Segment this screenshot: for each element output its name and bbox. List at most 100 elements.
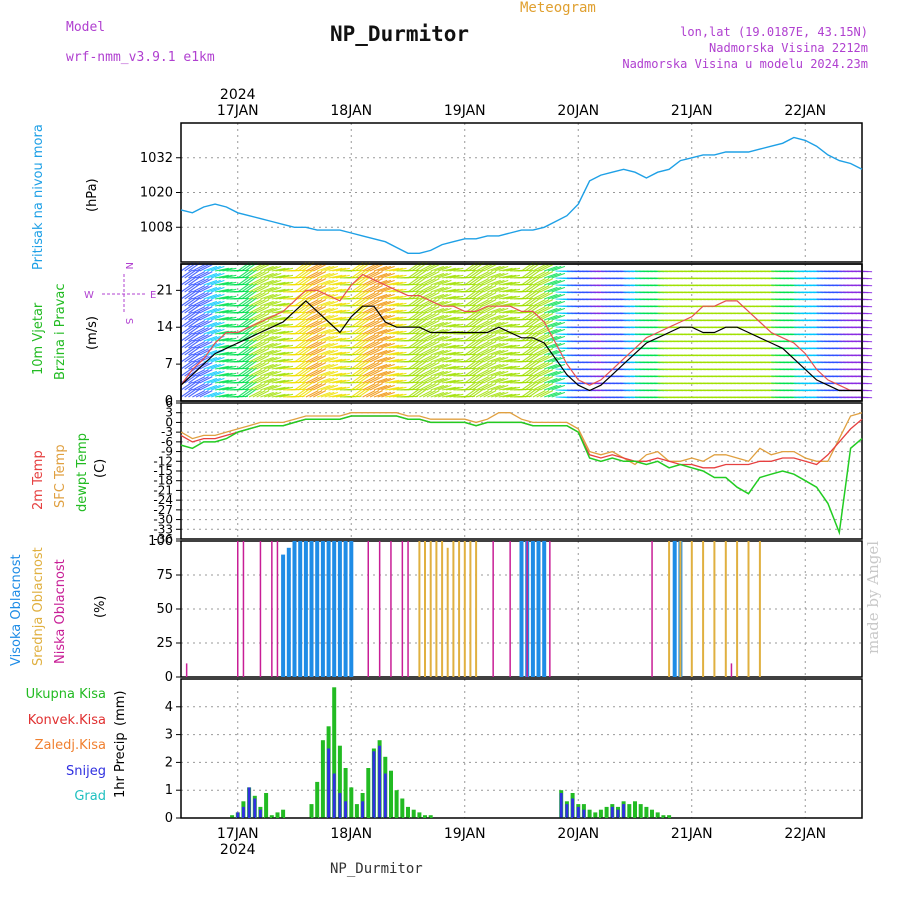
wind-arrow bbox=[279, 267, 294, 272]
wind-arrow bbox=[547, 307, 562, 314]
cloud-bar bbox=[303, 541, 308, 677]
wind-arrow bbox=[248, 264, 262, 272]
wind-arrow bbox=[188, 388, 201, 398]
wind-arrow bbox=[430, 391, 445, 398]
wind-arrow bbox=[317, 356, 331, 363]
wind-arrow bbox=[858, 298, 873, 301]
wind-arrow bbox=[521, 374, 534, 384]
y-tick-label: -3 bbox=[161, 425, 173, 439]
wind-arrow bbox=[407, 332, 420, 342]
wind-arrow bbox=[324, 286, 339, 293]
wind-arrow bbox=[426, 376, 440, 384]
wind-arrow bbox=[320, 314, 335, 321]
wind-arrow bbox=[192, 341, 206, 349]
y-tick-label: 2 bbox=[165, 755, 173, 770]
wind-arrow bbox=[494, 335, 509, 342]
wind-arrow bbox=[532, 362, 546, 370]
wind-arrow bbox=[464, 318, 477, 328]
wind-arrow bbox=[328, 274, 343, 279]
wind-arrow bbox=[411, 353, 424, 363]
wind-arrow bbox=[487, 370, 501, 377]
wind-arrow bbox=[267, 300, 282, 307]
wind-arrow bbox=[532, 306, 546, 314]
wind-arrow bbox=[328, 281, 343, 286]
wind-arrow bbox=[256, 341, 270, 349]
wind-arrow bbox=[328, 393, 343, 398]
wind-arrow bbox=[494, 265, 509, 272]
wind-arrow bbox=[430, 384, 445, 391]
wind-arrow bbox=[415, 346, 428, 356]
wind-arrow bbox=[524, 367, 538, 377]
wind-arrow bbox=[241, 346, 254, 356]
wind-arrow bbox=[256, 376, 270, 384]
wind-arrow bbox=[362, 390, 376, 398]
wind-arrow bbox=[475, 320, 489, 328]
wind-arrow bbox=[260, 384, 274, 391]
wind-arrow bbox=[184, 297, 197, 307]
cloud-bar bbox=[475, 541, 478, 677]
wind-arrow bbox=[547, 279, 562, 286]
wind-arrow bbox=[320, 356, 335, 363]
wind-arrow bbox=[392, 267, 407, 272]
wind-arrow bbox=[551, 286, 566, 293]
wind-arrow bbox=[407, 297, 420, 307]
wind-arrow bbox=[521, 269, 534, 279]
wind-arrow bbox=[207, 307, 221, 314]
cloud-bar bbox=[429, 541, 432, 677]
wind-arrow bbox=[195, 369, 209, 377]
wind-arrow bbox=[203, 272, 218, 279]
wind-arrow bbox=[241, 381, 254, 391]
wind-arrow bbox=[494, 272, 509, 279]
wind-arrow bbox=[415, 276, 428, 286]
wind-arrow bbox=[313, 278, 327, 286]
precip-bar bbox=[655, 812, 660, 818]
wind-arrow bbox=[438, 314, 452, 321]
wind-arrow bbox=[335, 274, 350, 279]
wind-arrow bbox=[502, 281, 517, 286]
wind-arrow bbox=[385, 295, 400, 300]
y-tick-label: -36 bbox=[153, 532, 173, 546]
wind-arrow bbox=[434, 349, 448, 356]
wind-arrow bbox=[309, 383, 323, 391]
wind-arrow bbox=[415, 290, 428, 300]
wind-arrow bbox=[264, 293, 278, 300]
wind-arrow bbox=[430, 363, 445, 370]
wind-arrow bbox=[388, 351, 403, 356]
wind-arrow bbox=[544, 272, 558, 279]
wind-arrow bbox=[445, 372, 460, 377]
wind-arrow bbox=[524, 332, 538, 342]
wind-arrow bbox=[275, 323, 290, 328]
precip-bar bbox=[269, 815, 274, 818]
wind-arrow bbox=[547, 349, 562, 356]
wind-arrow bbox=[521, 297, 534, 307]
wind-arrow bbox=[445, 344, 460, 349]
y-tick-label: -33 bbox=[153, 522, 173, 536]
wind-arrow bbox=[301, 346, 314, 356]
wind-arrow bbox=[547, 300, 562, 307]
wind-arrow bbox=[419, 341, 433, 349]
y-tick-label: 1 bbox=[165, 783, 173, 798]
wind-arrow bbox=[475, 299, 489, 307]
wind-arrow bbox=[441, 344, 456, 349]
wind-arrow bbox=[449, 351, 464, 356]
wind-arrow bbox=[366, 376, 380, 384]
wind-arrow bbox=[415, 269, 428, 279]
wind-arrow bbox=[415, 374, 428, 384]
wind-arrow bbox=[207, 293, 221, 300]
wind-arrow bbox=[366, 348, 380, 356]
wind-arrow bbox=[407, 367, 420, 377]
wind-arrow bbox=[483, 313, 497, 321]
wind-arrow bbox=[438, 286, 452, 293]
wind-arrow bbox=[207, 314, 221, 321]
wind-arrow bbox=[180, 332, 193, 342]
wind-arrow bbox=[192, 348, 206, 356]
wind-arrow bbox=[241, 318, 254, 328]
y-tick-label: -24 bbox=[153, 493, 173, 507]
wind-arrow bbox=[506, 309, 521, 314]
wind-arrow bbox=[192, 327, 206, 335]
wind-arrow bbox=[483, 355, 497, 363]
wind-arrow bbox=[320, 272, 335, 279]
wind-arrow bbox=[237, 360, 250, 370]
wind-arrow bbox=[528, 325, 541, 335]
wind-arrow bbox=[858, 291, 873, 294]
